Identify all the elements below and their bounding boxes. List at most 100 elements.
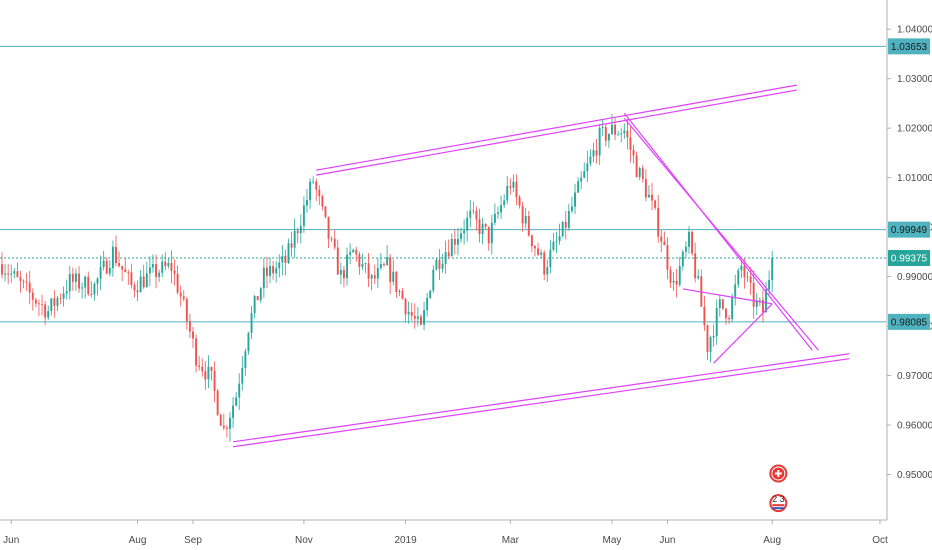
candle-body [426,297,429,311]
candle [558,223,561,245]
trend-line[interactable] [623,117,819,351]
candle [330,236,333,242]
candle [678,256,681,287]
time-tick-label: Jun [3,535,19,546]
candle-body [346,254,348,279]
candle-body [232,405,235,418]
candle [731,293,734,323]
candle [145,261,148,288]
candle [401,287,404,300]
candle-body [361,263,364,267]
candle [413,303,416,329]
candle-body [694,253,697,279]
candle [124,257,127,273]
candle [626,118,629,150]
candle [543,250,546,281]
candle-body [259,288,262,301]
candle [281,244,284,276]
candle-body [534,246,536,249]
candle-body [731,296,734,320]
candle-body [213,370,216,391]
candle [130,263,133,289]
candle [65,279,68,300]
candle-body [379,264,382,268]
candle [321,194,324,211]
candle [595,139,598,164]
price-tick-label: 0.97000 [897,371,932,382]
candle-body [287,243,290,264]
candle [497,206,499,219]
trend-line[interactable] [232,358,850,448]
candle-body [272,266,275,274]
candle [53,289,56,318]
candle-body [537,248,539,255]
candle [684,241,687,258]
candle-body [580,177,583,182]
candle-body [256,295,259,301]
candle-body [429,290,432,298]
candle [256,295,259,301]
candle [84,275,87,299]
candle [241,356,244,391]
candle [614,116,617,141]
candle-body [16,271,19,277]
candle [672,272,675,291]
trend-line[interactable] [623,112,813,351]
candle [74,268,77,291]
candle-body [678,266,681,285]
candle-body [601,127,604,129]
candle-body [558,236,561,242]
candle-body [148,267,151,274]
candle [518,194,521,209]
candle-body [555,241,558,242]
candle [623,123,626,139]
candle [96,276,99,296]
trend-line[interactable] [682,288,773,305]
candle [201,358,204,377]
candle-body [567,210,570,228]
us-flag-icon[interactable]: 2 3 [769,494,788,513]
candle-body [269,266,271,276]
candle [389,253,392,294]
candle-body [44,304,47,318]
candle-body [453,238,456,245]
candle [407,301,410,324]
candle [383,262,385,267]
trend-line[interactable] [232,353,850,443]
candle [601,119,604,137]
candle [161,254,164,278]
candle-body [478,219,481,235]
candle [564,210,567,240]
candle-body [28,282,31,293]
candle-body [755,300,758,307]
candle [549,239,552,274]
trend-line[interactable] [316,84,797,171]
candle-body [74,273,77,282]
candle [725,307,727,325]
candle [333,229,336,250]
candle [31,288,34,311]
candle-body [71,273,74,282]
candle [546,259,549,282]
candle-body [19,276,22,281]
candle-body [167,262,170,267]
candle [706,324,709,361]
candle [151,254,154,273]
candle [108,260,111,277]
candle [247,331,250,355]
candle [127,269,130,285]
candle [567,203,570,231]
candle [509,178,512,195]
candle [456,227,459,256]
trend-line[interactable] [713,303,773,364]
current-price-badge: 0.99375 [888,250,930,267]
badge-label: 0.99949 [891,225,928,236]
trend-line[interactable] [316,89,797,176]
swiss-flag-icon[interactable] [769,464,788,483]
candle-body [284,255,287,264]
candle [438,248,441,280]
candle-body [130,272,133,286]
candle-body [364,263,367,265]
